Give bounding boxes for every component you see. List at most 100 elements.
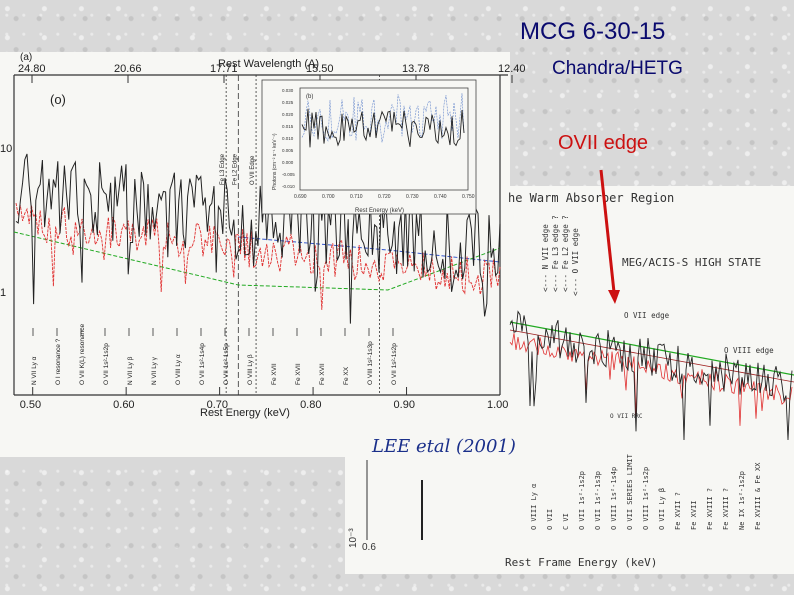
line-id-label: O VII 1s²-1s4p: [199, 343, 206, 385]
b-line-id: Fe XVIII & Fe XX: [754, 462, 762, 530]
inset-x-tick: 0.750: [462, 194, 475, 200]
line-id-label: N VII Ly β: [127, 356, 134, 385]
figure-a-line-ids: N VII Ly α O I resonance ? O VII K(L) reso…: [31, 324, 398, 385]
inset-x-tick: 0.690: [294, 194, 307, 200]
line-id-label: O VIII 1s²-1s3p: [367, 341, 374, 385]
line-id-label: Fe XX: [343, 366, 350, 385]
b-line-id: O VII: [546, 509, 554, 530]
x-tick-label: 0.90: [394, 399, 415, 411]
b-line-id: C VI: [562, 513, 570, 530]
edge-label: Fe L2 Edge: [232, 153, 238, 185]
x2-tick-label: 24.80: [18, 63, 46, 75]
inset-x-tick: 0.720: [378, 194, 391, 200]
x2-tick-label: 15.50: [306, 63, 334, 75]
b-line-id: Fe XVIII ?: [706, 488, 714, 530]
inset-y-label: Photons (cm⁻² s⁻¹ keV⁻¹): [272, 133, 278, 190]
x-tick-label: 0.70: [207, 399, 228, 411]
figure-b-x-tick: 0.6: [362, 542, 376, 553]
b-line-id: Fe XVII: [690, 500, 698, 530]
inset-x-tick: 0.700: [322, 194, 335, 200]
figure-a-x2-ticks: 24.80 20.66 17.71 15.50 13.78 12.40: [18, 63, 526, 83]
inset-x-tick: 0.740: [434, 194, 447, 200]
inset-y-tick: -0.010: [282, 184, 295, 189]
line-id-label: N VII Ly γ: [151, 356, 158, 385]
figure-b-y-tick: 10⁻³: [348, 528, 359, 548]
figure-a-spectrum: [15, 153, 501, 324]
x2-tick-label: 12.40: [498, 63, 526, 75]
figure-b-edges: <--- N VII edge <--- Fe L3 edge ? <--- Fe …: [541, 215, 580, 296]
inset-y-tick: 0.020: [282, 112, 294, 117]
figure-a-ytick-1: 1: [0, 287, 6, 299]
x-tick-label: 0.60: [113, 399, 134, 411]
x2-tick-label: 17.71: [210, 63, 238, 75]
ovii-edge-arrow: [599, 169, 620, 304]
line-id-label: Fe XVII: [319, 363, 326, 385]
figure-b-annotations: O VII edge O VIII edge O VII RRC: [610, 311, 774, 420]
line-id-label: O VII 1s²-1s2p: [103, 343, 110, 385]
b-edge-label: <--- N VII edge: [541, 224, 550, 292]
line-id-label: O VII 1s²-1s2p: [391, 343, 398, 385]
x-tick-label: 0.50: [20, 399, 41, 411]
b-line-id: O VIII 1s²-1s4p: [610, 467, 618, 530]
x2-tick-label: 13.78: [402, 63, 430, 75]
edge-label: Fe L3 Edge: [220, 153, 226, 185]
b-ann-ovii-edge: O VII edge: [624, 311, 670, 320]
inset-y-ticks: 0.030 0.025 0.020 0.015 0.010 0.005 0.000 -0.00…: [282, 88, 295, 189]
b-line-id: Fe XVII ?: [674, 492, 682, 530]
panel-o-label: (o): [50, 92, 66, 107]
line-id-label: O VII K(L) resonance: [79, 324, 86, 385]
slide-subtitle: Chandra/HETG: [552, 58, 683, 79]
figure-b-title: he Warm Absorber Region: [508, 191, 674, 205]
slide-title: MCG 6-30-15: [520, 18, 666, 45]
b-line-id: O VII SERIES LIMIT: [626, 453, 634, 530]
b-edge-label: <--- Fe L2 edge ?: [561, 215, 570, 292]
figure-b-spectrum: [509, 310, 793, 441]
lee-credit: LEE etal (2001): [371, 436, 516, 457]
inset-frame: [261, 79, 477, 215]
inset-x-tick: 0.730: [406, 194, 419, 200]
line-id-label: O VIII Ly α: [175, 354, 182, 385]
figure-b-legend: MEG/ACIS-S HIGH STATE: [622, 256, 761, 269]
edge-label: O VII Edge: [250, 155, 256, 185]
b-line-id: O VII 1s²-1s2p: [578, 471, 586, 530]
ovii-edge-annotation: OVII edge: [558, 132, 649, 154]
inset-y-tick: -0.005: [282, 172, 295, 177]
inset-x-tick: 0.710: [350, 194, 363, 200]
line-id-label: O I resonance ?: [55, 338, 62, 385]
b-line-id: O VII 1s²-1s3p: [594, 471, 602, 530]
panel-a-label: (a): [20, 52, 32, 63]
line-id-label: N VII Ly α: [31, 356, 38, 385]
inset-x-ticks: 0.690 0.700 0.710 0.720 0.730 0.740 0.750: [294, 194, 475, 200]
figure-a-frame: [13, 74, 508, 396]
model-trace: [15, 203, 501, 310]
b-line-id: O VII Ly β: [658, 488, 666, 530]
inset-y-tick: 0.025: [282, 100, 294, 105]
blue-continuum: [238, 236, 501, 263]
x-tick-label: 0.80: [300, 399, 321, 411]
figure-a-ytick-10: 10: [0, 143, 12, 155]
figure-a-x2-label: Rest Wavelength (A): [218, 58, 319, 70]
inset-blue-trace: [301, 93, 465, 143]
inset-y-tick: 0.015: [282, 124, 294, 129]
b-data-trace: [509, 310, 793, 441]
x-tick-label: 1.00: [487, 399, 508, 411]
line-id-label: Fe XVII: [271, 363, 278, 385]
inset-y-tick: 0.005: [282, 148, 294, 153]
b-ann-oviii-edge: O VIII edge: [724, 346, 774, 355]
b-line-id: Ne IX 1s²-1s2p: [738, 471, 746, 530]
line-id-label: Fe XVII: [295, 363, 302, 385]
data-trace: [15, 153, 501, 324]
inset-panel-label: (b): [306, 94, 313, 100]
b-ann-ovii-rrc: O VII RRC: [610, 413, 643, 420]
inset-y-tick: 0.000: [282, 160, 294, 165]
b-line-id: O VIII 1s²-1s2p: [642, 467, 650, 530]
b-edge-label: <--- Fe L3 edge ?: [551, 215, 560, 292]
inset-data-trace: [301, 108, 465, 148]
b-edge-label: <--- O VII edge: [571, 228, 580, 296]
line-id-label: O VII 1s²-1s5p: [223, 343, 230, 385]
inset-y-tick: 0.030: [282, 88, 294, 93]
inset-x-label: Rest Energy (keV): [355, 208, 404, 214]
figure-a-x-ticks: 0.50 0.60 0.70 0.80 0.90 1.00: [20, 387, 508, 411]
inset-y-tick: 0.010: [282, 136, 294, 141]
